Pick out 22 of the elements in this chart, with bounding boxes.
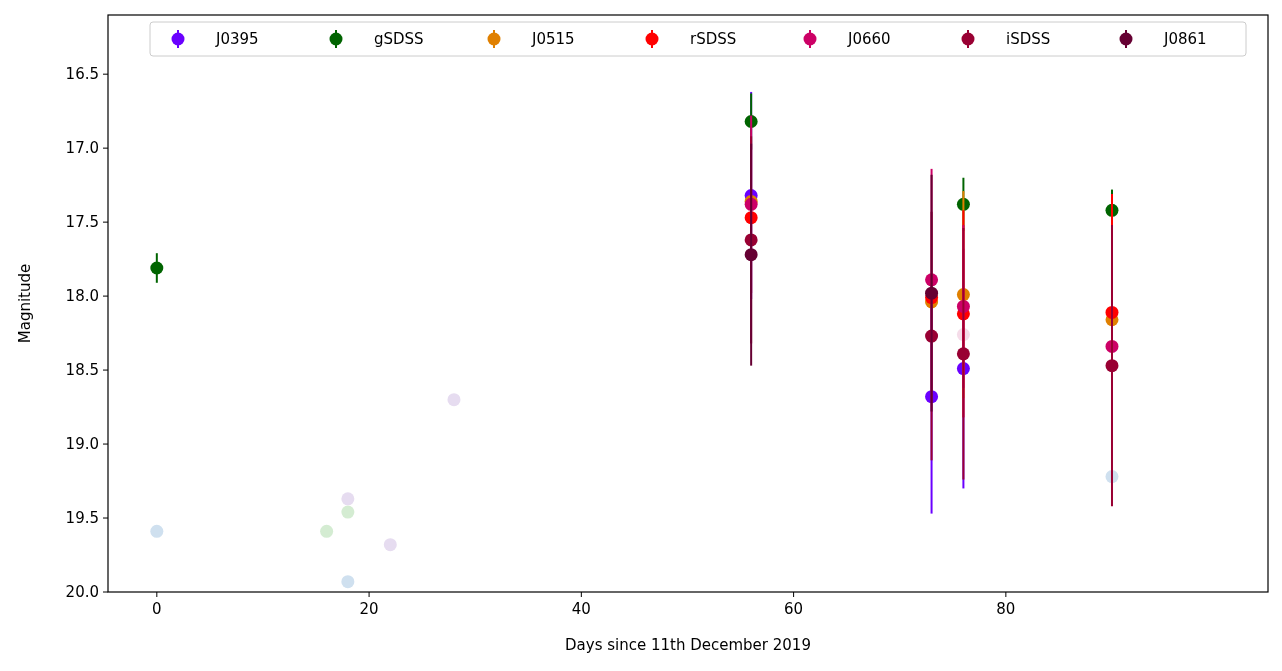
x-tick-label: 20 (359, 600, 379, 618)
legend-label: gSDSS (374, 30, 424, 49)
legend-label: iSDSS (1006, 30, 1051, 49)
y-tick-label: 18.0 (65, 287, 99, 306)
y-tick-label: 16.5 (65, 65, 99, 84)
legend-label: J0395 (215, 30, 259, 49)
y-tick-label: 17.5 (65, 213, 99, 232)
y-tick-label: 19.5 (65, 509, 99, 528)
legend-label: J0515 (531, 30, 575, 49)
x-tick-label: 60 (784, 600, 804, 618)
x-tick-label: 0 (152, 600, 162, 618)
y-tick-label: 19.0 (65, 435, 99, 454)
legend-label: rSDSS (690, 30, 737, 49)
legend-label: J0660 (847, 30, 891, 49)
x-axis-title: Days since 11th December 2019 (565, 636, 811, 654)
y-tick-label: 20.0 (65, 583, 99, 602)
x-tick-label: 40 (571, 600, 591, 618)
y-tick-label: 17.0 (65, 139, 99, 158)
legend-label: J0861 (1163, 30, 1207, 49)
y-tick-label: 18.5 (65, 361, 99, 380)
y-axis-title: Magnitude (16, 263, 34, 344)
x-tick-label: 80 (996, 600, 1016, 618)
